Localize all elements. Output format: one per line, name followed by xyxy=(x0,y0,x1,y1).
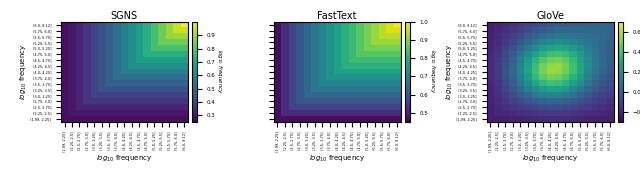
Title: SGNS: SGNS xyxy=(111,11,138,21)
X-axis label: $log_{10}$ frequency: $log_{10}$ frequency xyxy=(522,154,579,164)
Y-axis label: $log_{10}$ frequency: $log_{10}$ frequency xyxy=(19,44,29,100)
Y-axis label: $log_{10}$ frequency: $log_{10}$ frequency xyxy=(445,44,455,100)
Title: FastText: FastText xyxy=(317,11,357,21)
Y-axis label: $log_{10}$ frequency: $log_{10}$ frequency xyxy=(214,50,223,94)
X-axis label: $log_{10}$ frequency: $log_{10}$ frequency xyxy=(309,154,365,164)
X-axis label: $log_{10}$ frequency: $log_{10}$ frequency xyxy=(96,154,152,164)
Y-axis label: $log_{10}$ frequency: $log_{10}$ frequency xyxy=(428,50,436,94)
Title: GloVe: GloVe xyxy=(536,11,564,21)
